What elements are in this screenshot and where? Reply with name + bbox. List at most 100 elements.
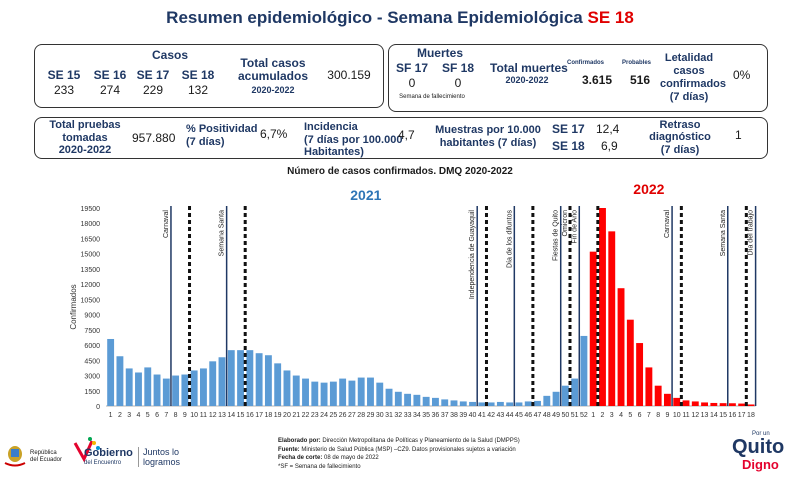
bar-2022-1 — [589, 251, 597, 406]
x-tick-label: 26 — [339, 412, 347, 419]
bar-2021-51 — [571, 378, 579, 406]
retraso-label: Retraso diagnóstico — [649, 119, 711, 143]
bar-2021-20 — [283, 370, 291, 406]
x-tick-label: 10 — [190, 412, 198, 419]
y-tick-label: 16500 — [81, 236, 101, 243]
bar-2021-2 — [116, 356, 124, 406]
bar-2021-48 — [543, 395, 551, 406]
casos-panel — [34, 44, 384, 108]
x-tick-label: 14 — [710, 412, 718, 419]
ecuador-coat-of-arms-icon — [4, 446, 26, 467]
x-tick-label: 1 — [591, 412, 595, 419]
muestras-week-value-2: 6,9 — [601, 139, 618, 153]
x-tick-label: 36 — [432, 412, 440, 419]
y-tick-label: 6000 — [84, 343, 100, 350]
bar-2021-17 — [255, 353, 263, 406]
bar-2021-7 — [162, 378, 170, 406]
bar-2021-18 — [264, 355, 272, 406]
pruebas-value: 957.880 — [132, 131, 176, 145]
casos-week-label-2: SE 16 — [93, 68, 127, 82]
muestras-week-label-2: SE 18 — [552, 139, 585, 153]
bar-2021-35 — [422, 396, 430, 406]
x-tick-label: 13 — [701, 412, 709, 419]
x-tick-label: 22 — [302, 412, 310, 419]
x-tick-label: 7 — [164, 412, 168, 419]
bar-2021-36 — [432, 397, 439, 406]
muertes-week-label-1: SF 17 — [395, 61, 428, 75]
bar-2021-42 — [487, 402, 495, 406]
x-tick-label: 16 — [246, 412, 254, 419]
x-tick-label: 33 — [404, 412, 412, 419]
muertes-week-value-2: 0 — [454, 76, 462, 90]
casos-week-value-4: 132 — [187, 83, 209, 97]
event-line-label: Carnaval — [664, 210, 671, 238]
incidencia-detail: (7 días por 100.000 Habitantes) — [304, 134, 403, 158]
x-tick-label: 15 — [719, 412, 727, 419]
x-tick-label: 20 — [283, 412, 291, 419]
bar-2022-13 — [701, 402, 708, 406]
bar-2021-3 — [125, 368, 133, 406]
muertes-total-label: Total muertes — [490, 61, 568, 75]
footer-notes: Elaborado por: Dirección Metropolitana d… — [278, 437, 638, 471]
brand-quito: Quito — [732, 436, 785, 458]
casos-week-value-3: 229 — [142, 83, 164, 97]
x-tick-label: 25 — [329, 412, 337, 419]
nota-sf: *SF = Semana de fallecimiento — [278, 463, 361, 470]
bar-2021-45 — [515, 402, 523, 406]
x-tick-label: 5 — [146, 412, 150, 419]
event-line-label: Independencia de Guayaquil — [469, 210, 476, 300]
x-tick-label: 32 — [394, 412, 402, 419]
x-tick-label: 4 — [137, 412, 141, 419]
x-tick-label: 35 — [422, 412, 430, 419]
x-tick-label: 39 — [459, 412, 467, 419]
bar-2022-18 — [747, 404, 755, 406]
chart-title: Número de casos confirmados. DMQ 2020-20… — [287, 166, 513, 177]
muestras-week-value-1: 12,4 — [596, 122, 620, 136]
x-tick-label: 5 — [628, 412, 632, 419]
x-tick-label: 12 — [209, 412, 217, 419]
title-text: Resumen epidemiológico - Semana Epidemio… — [166, 8, 583, 27]
x-tick-label: 47 — [534, 412, 542, 419]
bar-2022-7 — [645, 367, 653, 406]
x-tick-label: 15 — [237, 412, 245, 419]
x-tick-label: 19 — [274, 412, 282, 419]
fuente-text: Ministerio de Salud Pública (MSP) –CZ9. … — [301, 446, 516, 453]
bar-2021-23 — [311, 381, 319, 406]
pruebas-label: Total pruebas tomadas — [49, 119, 121, 144]
muertes-probables-value: 516 — [630, 73, 651, 87]
bar-2021-32 — [394, 391, 402, 406]
bar-2021-11 — [200, 368, 207, 406]
bar-2021-16 — [246, 350, 254, 406]
x-tick-label: 27 — [348, 412, 356, 419]
x-tick-label: 30 — [376, 412, 384, 419]
x-tick-label: 24 — [320, 412, 328, 419]
bar-2021-46 — [524, 401, 532, 406]
incidencia-value: 4,7 — [398, 128, 415, 142]
x-tick-label: 44 — [506, 412, 514, 419]
x-tick-label: 6 — [155, 412, 159, 419]
x-tick-label: 6 — [638, 412, 642, 419]
bar-2021-31 — [385, 388, 393, 406]
bar-2021-22 — [302, 378, 309, 406]
juntos-label: Juntos lo logramos — [138, 447, 195, 467]
x-tick-label: 28 — [357, 412, 365, 419]
x-tick-label: 51 — [571, 412, 579, 419]
gobierno-label: Gobierno — [84, 447, 133, 459]
bar-2021-29 — [367, 377, 374, 406]
x-tick-label: 43 — [497, 412, 505, 419]
bar-2021-8 — [172, 375, 180, 406]
x-tick-label: 9 — [183, 412, 187, 419]
event-line-label: Carnaval — [163, 210, 170, 238]
muertes-panel — [388, 44, 768, 112]
y-tick-label: 10500 — [81, 297, 101, 304]
gobierno-logo-icon — [73, 437, 100, 463]
muertes-confirmados-value: 3.615 — [582, 73, 613, 87]
event-line-label: Fin de Año — [571, 210, 578, 244]
event-line-label: Semana Santa — [720, 210, 727, 256]
title-week: SE 18 — [587, 8, 634, 27]
pruebas-period: 2020-2022 — [58, 144, 112, 156]
x-tick-label: 34 — [413, 412, 421, 419]
retraso-value: 1 — [735, 128, 742, 142]
x-tick-label: 50 — [561, 412, 569, 419]
muestras-week-label-1: SE 17 — [552, 122, 585, 136]
